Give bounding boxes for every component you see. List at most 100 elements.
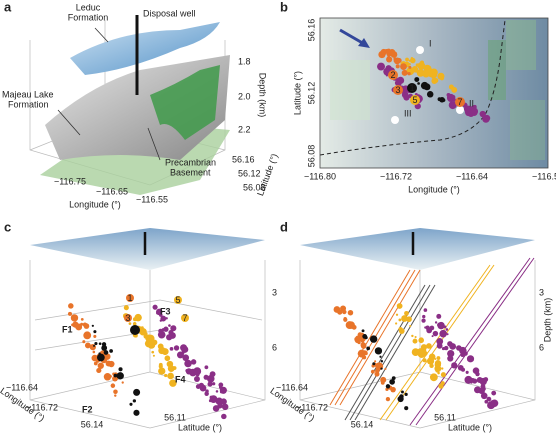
annotation: Leduc [76, 2, 101, 12]
event-dot [68, 303, 74, 309]
event-dot [82, 340, 86, 344]
tick-label: −116.80 [304, 171, 336, 181]
tick-label: −116.55 [136, 194, 168, 204]
event-dot [436, 342, 443, 349]
event-dot [391, 376, 396, 380]
event-dot [379, 355, 382, 358]
event-dot [389, 379, 395, 385]
event-dot [486, 396, 492, 402]
event-dot [396, 303, 403, 309]
event-dot [465, 370, 469, 374]
event-dot [354, 337, 359, 342]
event-dot [94, 341, 98, 346]
event-dot [360, 339, 365, 343]
event-dot [448, 101, 457, 110]
event-dot [401, 69, 408, 76]
event-dot [96, 353, 105, 362]
event-dot [380, 380, 385, 385]
pointer [94, 27, 109, 43]
event-dot [132, 321, 137, 326]
event-dot [395, 322, 398, 325]
panel-label: d [280, 219, 288, 234]
event-dot [82, 322, 88, 327]
event-dot [443, 325, 447, 329]
event-dot [411, 334, 414, 338]
tick-label: 2.0 [238, 91, 251, 101]
event-dot [417, 82, 420, 85]
event-dot [476, 376, 483, 384]
event-dot [220, 398, 227, 405]
event-label: 7 [182, 313, 187, 323]
event-dot [93, 334, 97, 338]
event-dot [440, 372, 446, 378]
event-dot [429, 363, 434, 369]
event-dot [114, 394, 117, 397]
event-dot [370, 369, 375, 374]
panel-label: b [280, 0, 288, 14]
event-dot [418, 337, 424, 344]
axis-title: Latitude (°) [178, 422, 222, 432]
event-dot [426, 343, 432, 349]
event-dot [380, 367, 383, 370]
event-dot [402, 92, 406, 96]
event-label: 1 [409, 83, 414, 93]
annotation: Majeau Lake [2, 89, 54, 99]
event-dot [98, 342, 102, 345]
event-dot [217, 403, 223, 409]
event-dot [425, 325, 430, 330]
event-dot [451, 362, 458, 369]
event-dot [480, 392, 488, 400]
event-dot [207, 381, 213, 387]
event-dot [452, 98, 456, 102]
tick-label: −116.72 [296, 402, 328, 412]
event-dot [447, 355, 454, 362]
axis-title: Longitude (°) [408, 184, 460, 194]
event-dot [491, 390, 497, 396]
event-dot [112, 375, 118, 382]
event-dot [96, 367, 102, 374]
axis-title: Longitude (°) [69, 199, 121, 209]
event-dot [163, 326, 169, 332]
tick-label: −116.65 [96, 186, 128, 196]
well-marker [391, 116, 399, 124]
event-dot [108, 360, 115, 368]
event-dot [374, 360, 377, 363]
event-dot [209, 371, 216, 378]
event-dot [176, 351, 184, 359]
event-dot [472, 104, 477, 110]
event-dot [166, 360, 174, 368]
event-marker [393, 85, 403, 95]
event-dot [404, 392, 408, 396]
tick-label: 56.12 [238, 168, 261, 178]
basement-patch [150, 65, 220, 140]
event-dot [93, 344, 96, 347]
event-dot [132, 399, 136, 403]
tick-label: 56.12 [306, 82, 316, 105]
event-dot [392, 50, 395, 53]
event-dot [423, 308, 428, 312]
event-dot [182, 354, 190, 362]
event-dot [208, 399, 212, 403]
event-label: 5 [175, 295, 180, 305]
event-dot [184, 359, 192, 368]
event-dot [198, 382, 205, 389]
annotation: Formation [8, 99, 49, 109]
event-dot [218, 385, 223, 389]
fault-label: F1 [62, 324, 73, 334]
event-dot [203, 386, 206, 389]
event-dot [221, 413, 227, 420]
event-dot [133, 388, 141, 396]
event-dot [157, 343, 164, 350]
event-dot [437, 371, 440, 375]
event-dot [169, 379, 177, 387]
event-dot [395, 313, 399, 316]
event-marker [410, 95, 420, 105]
event-dot [360, 342, 367, 348]
event-dot [412, 338, 418, 344]
well-label: II [469, 98, 474, 108]
event-dot [80, 318, 84, 321]
event-dot [472, 378, 478, 384]
event-dot [377, 62, 385, 71]
event-dot [169, 346, 174, 351]
event-dot [483, 114, 491, 122]
